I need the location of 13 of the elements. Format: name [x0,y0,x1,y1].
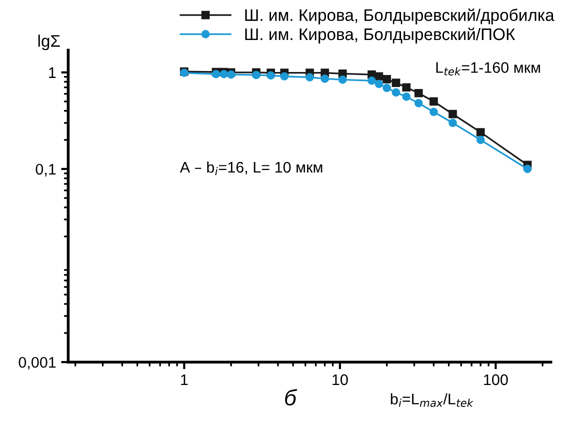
text: б [285,388,298,406]
legend-label: Ш. им. Кирова, Болдыревский/дробилка [245,8,554,24]
x-tick-label: 100 [484,374,508,386]
x-tick-label: 1 [181,374,188,385]
x-tick-label: 10 [332,374,348,386]
legend-label: Ш. им. Кирова, Болдыревский/ПОК [245,28,516,44]
annotation: L$_{tek}$=1-160 мкм [436,62,540,76]
y-tick-label: 1 [49,67,56,78]
y-tick-label: 0,1 [36,164,56,176]
y-tick-label: 0,001 [18,356,56,370]
x-axis-title: b$_{i}$=L$_{max}$/L$_{tek}$ [390,393,474,407]
annotation: A – b$_{i}$=16, L= 10 мкм [180,161,322,176]
y-axis-title: lgΣ [38,34,60,50]
